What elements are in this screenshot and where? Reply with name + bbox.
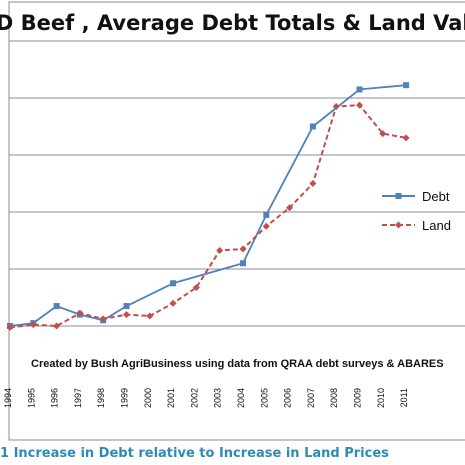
data-point-land	[309, 180, 317, 187]
x-tick-label: 1994	[3, 388, 13, 408]
series-layer	[6, 82, 410, 331]
data-point-land	[53, 322, 61, 330]
chart-title: QLD Beef , Average Debt Totals & Land Va…	[0, 11, 465, 35]
data-point-debt	[240, 260, 246, 267]
x-tick-label: 2007	[306, 388, 316, 408]
legend-item-land: Land	[382, 218, 451, 233]
series-debt	[7, 82, 410, 329]
data-point-land	[379, 130, 387, 138]
x-tick-label: 2008	[329, 388, 339, 408]
x-tick-label: 2004	[236, 388, 246, 408]
x-tick-labels: 1994 1995 1996 1997 1998 1999 2000 2001 2002 2003…	[3, 388, 409, 408]
data-point-land	[169, 299, 177, 307]
x-tick-label: 1999	[120, 388, 130, 408]
data-point-land	[239, 245, 247, 253]
x-tick-label: 2000	[143, 388, 153, 408]
legend-label: Debt	[422, 189, 450, 204]
data-point-land	[123, 311, 130, 319]
grid-layer	[9, 40, 465, 327]
series-line-land	[9, 104, 407, 329]
data-point-land	[262, 222, 270, 230]
data-point-debt	[123, 303, 130, 310]
x-tick-label: 1997	[73, 388, 83, 408]
data-point-land	[216, 246, 224, 254]
legend-label: Land	[422, 218, 451, 233]
x-tick-label: 2009	[353, 388, 363, 408]
chart-border	[8, 1, 465, 441]
legend-marker	[395, 221, 402, 229]
series-line-debt	[9, 84, 407, 327]
chart-annotation: Created by Bush AgriBusiness using data …	[31, 358, 444, 370]
x-tick-label: 2001	[166, 388, 176, 408]
data-point-land	[76, 309, 84, 317]
data-point-land	[402, 134, 410, 142]
data-point-debt	[403, 82, 410, 89]
data-point-land	[146, 312, 154, 320]
legend-item-debt: Debt	[382, 189, 450, 204]
x-tick-label: 2011	[399, 388, 409, 407]
data-point-debt	[170, 280, 177, 287]
x-tick-label: 1995	[26, 388, 36, 408]
data-point-land	[332, 103, 340, 111]
annotation-backing	[340, 330, 465, 364]
data-point-land	[192, 284, 200, 292]
data-point-debt	[309, 123, 316, 130]
legend-marker	[395, 193, 402, 199]
figure-caption: 1 Increase in Debt relative to Increase …	[0, 446, 389, 461]
data-point-land	[29, 321, 37, 329]
x-tick-label: 2002	[189, 388, 199, 408]
x-tick-label: 2006	[283, 388, 293, 408]
legend: Debt Land	[382, 189, 451, 233]
data-point-land	[99, 315, 107, 323]
series-land	[6, 101, 410, 331]
x-tick-label: 1998	[96, 388, 106, 408]
data-point-debt	[356, 86, 363, 93]
data-point-land	[286, 204, 294, 212]
data-point-land	[6, 323, 14, 331]
x-tick-label: 2010	[376, 388, 386, 408]
data-point-land	[356, 101, 363, 109]
x-tick-label: 1996	[50, 388, 60, 408]
x-tick-label: 2005	[259, 388, 269, 408]
data-point-debt	[53, 303, 60, 310]
data-point-debt	[263, 211, 270, 218]
x-tick-label: 2003	[213, 388, 223, 408]
